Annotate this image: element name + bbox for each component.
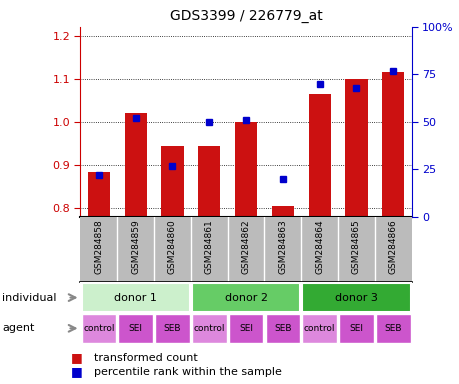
Text: control: control <box>193 324 224 333</box>
Text: GSM284861: GSM284861 <box>204 219 213 274</box>
Text: ■: ■ <box>71 351 83 364</box>
Text: percentile rank within the sample: percentile rank within the sample <box>94 367 281 377</box>
Bar <box>124 113 146 217</box>
Text: GSM284858: GSM284858 <box>94 219 103 274</box>
Bar <box>198 146 220 217</box>
Text: SEI: SEI <box>239 324 252 333</box>
Text: SEB: SEB <box>274 324 291 333</box>
Bar <box>191 283 300 312</box>
Text: agent: agent <box>2 323 34 333</box>
Bar <box>345 79 367 217</box>
Text: GSM284862: GSM284862 <box>241 219 250 274</box>
Title: GDS3399 / 226779_at: GDS3399 / 226779_at <box>169 9 322 23</box>
Bar <box>302 283 410 312</box>
Bar <box>191 314 226 343</box>
Bar <box>381 72 403 217</box>
Bar <box>228 314 263 343</box>
Text: transformed count: transformed count <box>94 353 198 363</box>
Bar <box>81 283 190 312</box>
Text: ■: ■ <box>71 365 83 378</box>
Bar <box>302 314 336 343</box>
Bar <box>235 122 257 217</box>
Text: individual: individual <box>2 293 56 303</box>
Text: SEI: SEI <box>349 324 363 333</box>
Text: GSM284863: GSM284863 <box>278 219 287 274</box>
Bar <box>88 172 110 217</box>
Text: control: control <box>83 324 114 333</box>
Bar <box>118 314 153 343</box>
Text: SEB: SEB <box>384 324 401 333</box>
Text: GSM284865: GSM284865 <box>351 219 360 274</box>
Text: SEI: SEI <box>129 324 142 333</box>
Bar <box>161 146 183 217</box>
Text: SEB: SEB <box>163 324 181 333</box>
Text: donor 1: donor 1 <box>114 293 157 303</box>
Text: donor 2: donor 2 <box>224 293 267 303</box>
Text: GSM284866: GSM284866 <box>388 219 397 274</box>
Text: GSM284859: GSM284859 <box>131 219 140 274</box>
Bar <box>81 314 116 343</box>
Bar <box>265 314 300 343</box>
Text: GSM284860: GSM284860 <box>168 219 177 274</box>
Bar <box>155 314 190 343</box>
Bar <box>271 206 293 217</box>
Bar <box>308 94 330 217</box>
Bar <box>338 314 373 343</box>
Text: donor 3: donor 3 <box>334 293 377 303</box>
Text: GSM284864: GSM284864 <box>314 219 324 274</box>
Text: control: control <box>303 324 335 333</box>
Bar <box>375 314 410 343</box>
